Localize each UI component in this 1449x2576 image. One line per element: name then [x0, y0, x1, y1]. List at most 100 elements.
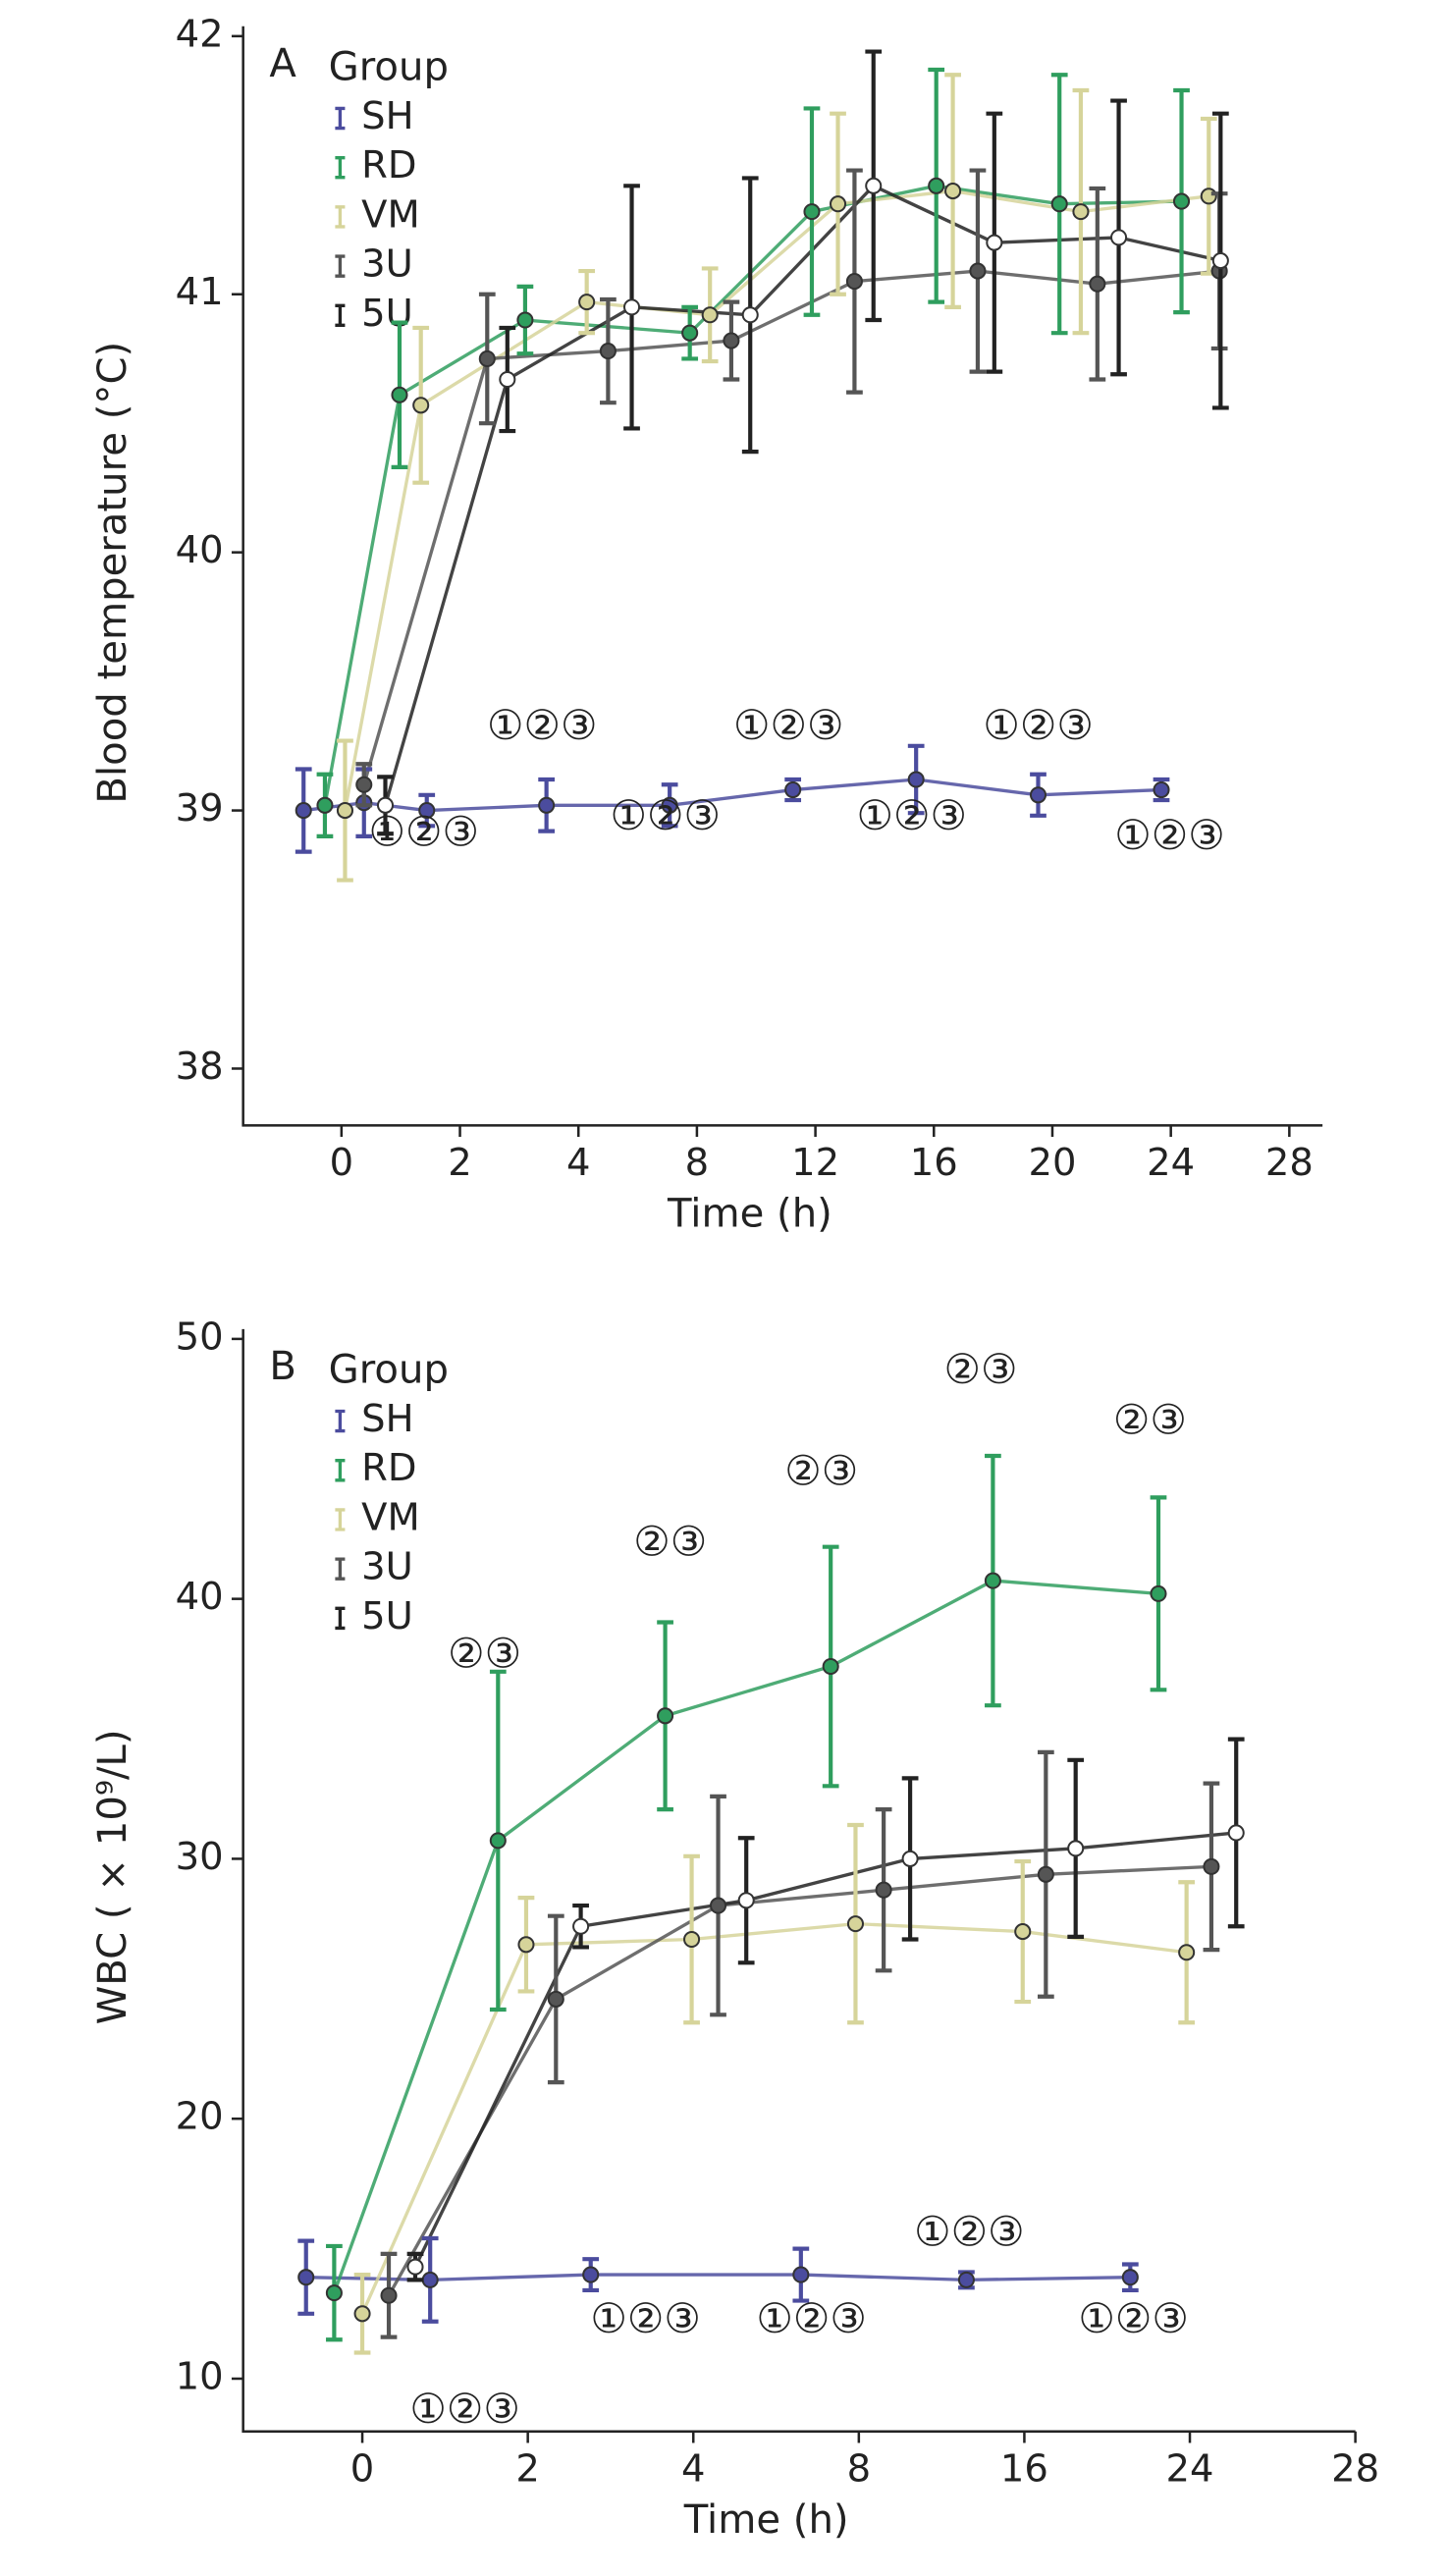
data-point [406, 2258, 424, 2276]
data-point [829, 195, 847, 213]
significance-annotation: ①②③ [1078, 2294, 1188, 2342]
legend-label: SH [361, 94, 413, 138]
data-point [1172, 192, 1191, 210]
legend-label: VM [361, 1495, 420, 1539]
data-point [547, 1990, 564, 2008]
data-point [336, 802, 354, 820]
data-point [1150, 1584, 1167, 1602]
series-line [387, 1864, 1212, 2297]
legend-label: SH [361, 1397, 413, 1441]
x-tick-label: 2 [515, 2446, 539, 2491]
y-axis-title: Blood temperature (°C) [90, 342, 135, 804]
x-tick-label: 8 [685, 1141, 709, 1185]
data-point [1203, 1857, 1220, 1875]
significance-annotation: ①②③ [914, 2207, 1024, 2255]
data-point [803, 203, 821, 221]
legend-label: 3U [361, 242, 413, 287]
data-point [1037, 1865, 1054, 1883]
data-point [741, 306, 759, 324]
significance-annotation: ①②③ [857, 791, 967, 839]
y-tick-label: 39 [176, 786, 224, 831]
data-point [599, 343, 617, 360]
data-point [1014, 1923, 1032, 1941]
data-point [421, 2271, 439, 2288]
y-tick-label: 40 [176, 1575, 224, 1619]
legend-marker [335, 254, 346, 278]
legend-title: Group [329, 44, 449, 89]
legend-entry: 5U [335, 292, 413, 336]
axes [242, 1328, 1356, 2433]
data-point [1211, 252, 1229, 270]
legend-label: 5U [361, 292, 413, 336]
data-point [517, 1936, 535, 1954]
data-point [412, 397, 430, 414]
series-line [413, 1831, 1237, 2268]
x-tick-label: 28 [1265, 1141, 1314, 1185]
significance-annotation: ①②③ [1114, 811, 1224, 859]
data-point [944, 183, 962, 200]
data-point [661, 796, 678, 814]
legend-entry: VM [335, 192, 420, 237]
data-point [969, 262, 987, 280]
data-point [737, 1892, 755, 1909]
legend-entry: 3U [335, 1545, 413, 1589]
legend-entry: SH [335, 94, 414, 138]
significance-annotation: ②③ [448, 1629, 521, 1677]
data-point [489, 1832, 507, 1850]
x-tick-label: 24 [1147, 1141, 1195, 1185]
legend-entry: 3U [335, 242, 413, 287]
data-point [316, 796, 334, 814]
data-point [984, 1572, 1001, 1589]
data-point [1050, 195, 1068, 213]
data-point [380, 2286, 398, 2304]
legend-marker [335, 106, 346, 131]
data-point [723, 332, 740, 349]
y-axis-title: WBC ( × 10⁹/L) [90, 1729, 135, 2024]
x-tick-label: 4 [566, 1141, 590, 1185]
data-point [875, 1881, 892, 1899]
data-point [986, 234, 1003, 251]
significance-annotation: ①②③ [487, 701, 598, 749]
significance-annotation: ①②③ [733, 701, 844, 749]
data-point [325, 2284, 343, 2302]
data-point [1089, 275, 1106, 293]
data-point [1178, 1944, 1196, 1961]
data-point [901, 1850, 919, 1867]
data-point [681, 324, 699, 342]
data-point [622, 298, 641, 316]
legend-label: 5U [361, 1594, 413, 1638]
significance-annotation: ②③ [633, 1518, 707, 1566]
data-point [1227, 1824, 1245, 1842]
legend-marker [335, 155, 346, 180]
significance-annotation: ①②③ [590, 2294, 701, 2342]
data-point [928, 177, 945, 194]
y-tick-label: 10 [176, 2354, 224, 2398]
data-point [701, 306, 719, 324]
legend-entry: VM [335, 1495, 420, 1539]
data-point [845, 273, 863, 291]
x-tick-label: 4 [681, 2446, 705, 2491]
data-point [683, 1930, 701, 1949]
data-point [582, 2266, 600, 2283]
x-axis-title: Time (h) [667, 1191, 832, 1236]
y-tick-label: 20 [176, 2095, 224, 2139]
legend-marker [335, 1508, 346, 1531]
significance-annotation: ①②③ [369, 808, 480, 856]
data-point [709, 1897, 727, 1914]
data-point [846, 1915, 864, 1933]
legend-label: RD [361, 1446, 416, 1490]
legend-label: RD [361, 143, 416, 188]
y-tick-label: 38 [176, 1045, 224, 1089]
x-tick-label: 12 [791, 1141, 839, 1185]
legend-entry: 5U [335, 1594, 413, 1638]
data-point [865, 177, 883, 194]
panel-label: A [269, 41, 296, 86]
data-point [376, 796, 395, 814]
legend-marker [335, 1459, 346, 1482]
x-tick-label: 8 [847, 2446, 871, 2491]
data-point [1110, 229, 1128, 246]
legend-marker [335, 205, 346, 229]
series-line [332, 1579, 1159, 2294]
data-point [657, 1707, 674, 1725]
